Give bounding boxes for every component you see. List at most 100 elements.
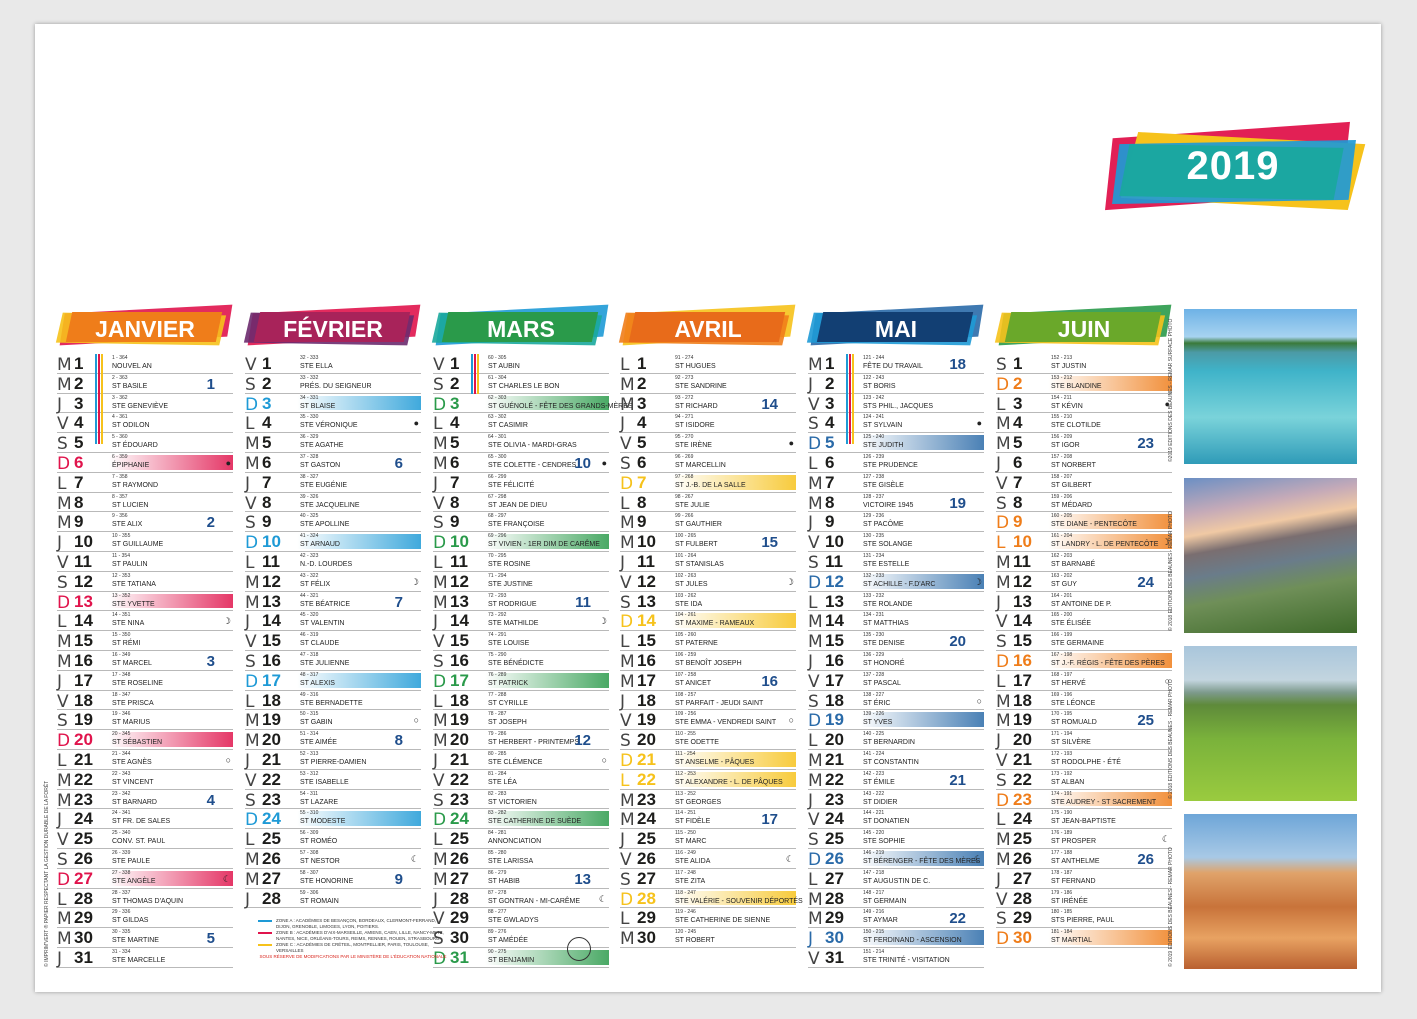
day-row[interactable]: J 21 80 - 285 STE CLÉMENCE ○ [433, 750, 609, 771]
day-row[interactable]: J 27 178 - 187 ST FERNAND [996, 869, 1172, 890]
day-row[interactable]: S 8 159 - 206 ST MÉDARD [996, 493, 1172, 514]
day-row[interactable]: S 19 19 - 346 ST MARIUS [57, 710, 233, 731]
day-row[interactable]: S 23 82 - 283 ST VICTORIEN [433, 790, 609, 811]
day-row[interactable]: D 3 62 - 303 ST GUÉNOLÉ - FÊTE DES GRANDS-M… [433, 394, 633, 415]
day-row[interactable]: M 26 57 - 308 ST NESTOR ☾ [245, 849, 421, 870]
day-row[interactable]: M 17 107 - 258 ST ANICET 16 [620, 671, 796, 692]
day-row[interactable]: L 22 112 - 253 ST ALEXANDRE - L. DE PÂQUES [620, 770, 796, 791]
day-row[interactable]: V 22 81 - 284 STE LÉA [433, 770, 609, 791]
day-row[interactable]: M 12 43 - 322 ST FÉLIX ☽ [245, 572, 421, 593]
day-row[interactable]: J 30 150 - 215 ST FERDINAND - ASCENSION [808, 928, 984, 949]
day-row[interactable]: M 22 22 - 343 ST VINCENT [57, 770, 233, 791]
day-row[interactable]: L 18 77 - 288 ST CYRILLE [433, 691, 609, 712]
day-row[interactable]: V 25 25 - 340 CONV. ST. PAUL [57, 829, 233, 850]
day-row[interactable]: D 5 125 - 240 STE JUDITH [808, 433, 984, 454]
day-row[interactable]: S 16 75 - 290 STE BÉNÉDICTE [433, 651, 609, 672]
day-row[interactable]: M 15 135 - 230 STE DENISE 20 [808, 631, 984, 652]
day-row[interactable]: M 20 79 - 286 ST HERBERT - PRINTEMPS 12 [433, 730, 609, 751]
day-row[interactable]: L 10 161 - 204 ST LANDRY - L. DE PENTECÔTE ☽ [996, 532, 1172, 553]
day-row[interactable]: S 11 131 - 234 STE ESTELLE [808, 552, 984, 573]
day-row[interactable]: D 12 132 - 233 ST ACHILLE - F.D'ARC ☽ [808, 572, 984, 593]
day-row[interactable]: D 7 97 - 268 ST J.-B. DE LA SALLE [620, 473, 796, 494]
day-row[interactable]: M 29 29 - 336 ST GILDAS [57, 908, 233, 929]
day-row[interactable]: M 19 170 - 195 ST ROMUALD 25 [996, 710, 1172, 731]
day-row[interactable]: V 12 102 - 263 ST JULES ☽ [620, 572, 796, 593]
day-row[interactable]: D 2 153 - 212 STE BLANDINE [996, 374, 1172, 395]
day-row[interactable]: L 21 21 - 344 STE AGNÈS ○ [57, 750, 233, 771]
day-row[interactable]: V 11 11 - 354 ST PAULIN [57, 552, 233, 573]
day-row[interactable]: L 1 91 - 274 ST HUGUES [620, 354, 796, 375]
day-row[interactable]: V 28 179 - 186 ST IRÉNÉE [996, 889, 1172, 910]
day-row[interactable]: S 20 110 - 255 STE ODETTE [620, 730, 796, 751]
day-row[interactable]: S 12 12 - 353 STE TATIANA [57, 572, 233, 593]
day-row[interactable]: V 3 123 - 242 STS PHIL., JACQUES [808, 394, 984, 415]
day-row[interactable]: V 19 109 - 256 STE EMMA - VENDREDI SAINT ○ [620, 710, 796, 731]
day-row[interactable]: M 28 148 - 217 ST GERMAIN [808, 889, 984, 910]
day-row[interactable]: J 25 115 - 250 ST MARC [620, 829, 796, 850]
day-row[interactable]: S 30 89 - 276 ST AMÉDÉE [433, 928, 609, 949]
day-row[interactable]: J 11 101 - 264 ST STANISLAS [620, 552, 796, 573]
day-row[interactable]: M 20 51 - 314 STE AIMÉE 8 [245, 730, 421, 751]
day-row[interactable]: L 17 168 - 197 ST HERVÉ ○ [996, 671, 1172, 692]
day-row[interactable]: L 27 147 - 218 ST AUGUSTIN DE C. [808, 869, 984, 890]
day-row[interactable]: M 18 169 - 196 STE LÉONCE [996, 691, 1172, 712]
day-row[interactable]: D 17 48 - 317 ST ALEXIS [245, 671, 421, 692]
day-row[interactable]: S 9 68 - 297 STE FRANÇOISE [433, 512, 609, 533]
day-row[interactable]: J 7 66 - 299 STE FÉLICITÉ [433, 473, 609, 494]
day-row[interactable]: M 27 86 - 279 ST HABIB 13 [433, 869, 609, 890]
day-row[interactable]: M 5 156 - 209 ST IGOR 23 [996, 433, 1172, 454]
day-row[interactable]: J 18 108 - 257 ST PARFAIT - JEUDI SAINT [620, 691, 796, 712]
day-row[interactable]: D 9 160 - 205 STE DIANE - PENTECÔTE [996, 512, 1172, 533]
day-row[interactable]: J 13 164 - 201 ST ANTOINE DE P. [996, 592, 1172, 613]
day-row[interactable]: L 8 98 - 267 STE JULIE [620, 493, 796, 514]
day-row[interactable]: V 14 165 - 200 STE ÉLISÉE [996, 611, 1172, 632]
day-row[interactable]: J 21 52 - 313 ST PIERRE-DAMIEN [245, 750, 421, 771]
day-row[interactable]: L 4 63 - 302 ST CASIMIR [433, 413, 609, 434]
day-row[interactable]: V 8 39 - 326 STE JACQUELINE [245, 493, 421, 514]
day-row[interactable]: L 6 126 - 239 STE PRUDENCE [808, 453, 984, 474]
day-row[interactable]: M 21 141 - 224 ST CONSTANTIN [808, 750, 984, 771]
day-row[interactable]: L 15 105 - 260 ST PATERNE [620, 631, 796, 652]
day-row[interactable]: D 27 27 - 338 STE ANGÈLE ☾ [57, 869, 233, 890]
day-row[interactable]: J 4 94 - 271 ST ISIDORE [620, 413, 796, 434]
day-row[interactable]: J 16 136 - 229 ST HONORÉ [808, 651, 984, 672]
day-row[interactable]: S 26 26 - 339 STE PAULE [57, 849, 233, 870]
day-row[interactable]: L 4 35 - 330 STE VÉRONIQUE ● [245, 413, 421, 434]
day-row[interactable]: D 26 146 - 219 ST BÉRENGER - FÊTE DES MÈRES… [808, 849, 984, 870]
day-row[interactable]: V 22 53 - 312 STE ISABELLE [245, 770, 421, 791]
day-row[interactable]: S 22 173 - 192 ST ALBAN [996, 770, 1172, 791]
day-row[interactable]: J 23 143 - 222 ST DIDIER [808, 790, 984, 811]
day-row[interactable]: M 6 37 - 328 ST GASTON 6 [245, 453, 421, 474]
day-row[interactable]: M 13 72 - 293 ST RODRIGUE 11 [433, 592, 609, 613]
day-row[interactable]: S 1 152 - 213 ST JUSTIN [996, 354, 1172, 375]
day-row[interactable]: J 10 10 - 355 ST GUILLAUME [57, 532, 233, 553]
day-row[interactable]: S 27 117 - 248 STE ZITA [620, 869, 796, 890]
day-row[interactable]: L 14 14 - 351 STE NINA ☽ [57, 611, 233, 632]
day-row[interactable]: M 29 149 - 216 ST AYMAR 22 [808, 908, 984, 929]
day-row[interactable]: L 28 28 - 337 ST THOMAS D'AQUIN [57, 889, 233, 910]
day-row[interactable]: J 20 171 - 194 ST SILVÈRE [996, 730, 1172, 751]
day-row[interactable]: M 13 44 - 321 STE BÉATRICE 7 [245, 592, 421, 613]
day-row[interactable]: M 10 100 - 265 ST FULBERT 15 [620, 532, 796, 553]
day-row[interactable]: J 7 38 - 327 STE EUGÉNIE [245, 473, 421, 494]
day-row[interactable]: S 29 180 - 185 STS PIERRE, PAUL [996, 908, 1172, 929]
day-row[interactable]: L 18 49 - 316 STE BERNADETTE [245, 691, 421, 712]
day-row[interactable]: V 15 74 - 291 STE LOUISE [433, 631, 609, 652]
day-row[interactable]: J 2 122 - 243 ST BORIS [808, 374, 984, 395]
day-row[interactable]: J 28 87 - 278 ST GONTRAN - MI-CARÊME ☾ [433, 889, 609, 910]
day-row[interactable]: V 17 137 - 228 ST PASCAL [808, 671, 984, 692]
day-row[interactable]: L 20 140 - 225 ST BERNARDIN [808, 730, 984, 751]
day-row[interactable]: L 11 70 - 295 STE ROSINE [433, 552, 609, 573]
day-row[interactable]: M 8 128 - 237 VICTOIRE 1945 19 [808, 493, 984, 514]
day-row[interactable]: J 24 24 - 341 ST FR. DE SALES [57, 809, 233, 830]
day-row[interactable]: V 7 158 - 207 ST GILBERT [996, 473, 1172, 494]
day-row[interactable]: D 28 118 - 247 STE VALÉRIE - SOUVENIR DÉPOR… [620, 889, 803, 910]
day-row[interactable]: L 3 154 - 211 ST KÉVIN ● [996, 394, 1172, 415]
day-row[interactable]: M 16 106 - 259 ST BENOÎT JOSEPH [620, 651, 796, 672]
day-row[interactable]: L 24 175 - 190 ST JEAN-BAPTISTE [996, 809, 1172, 830]
day-row[interactable]: V 1 60 - 305 ST AUBIN [433, 354, 609, 375]
day-row[interactable]: J 31 31 - 334 STE MARCELLE [57, 948, 233, 969]
